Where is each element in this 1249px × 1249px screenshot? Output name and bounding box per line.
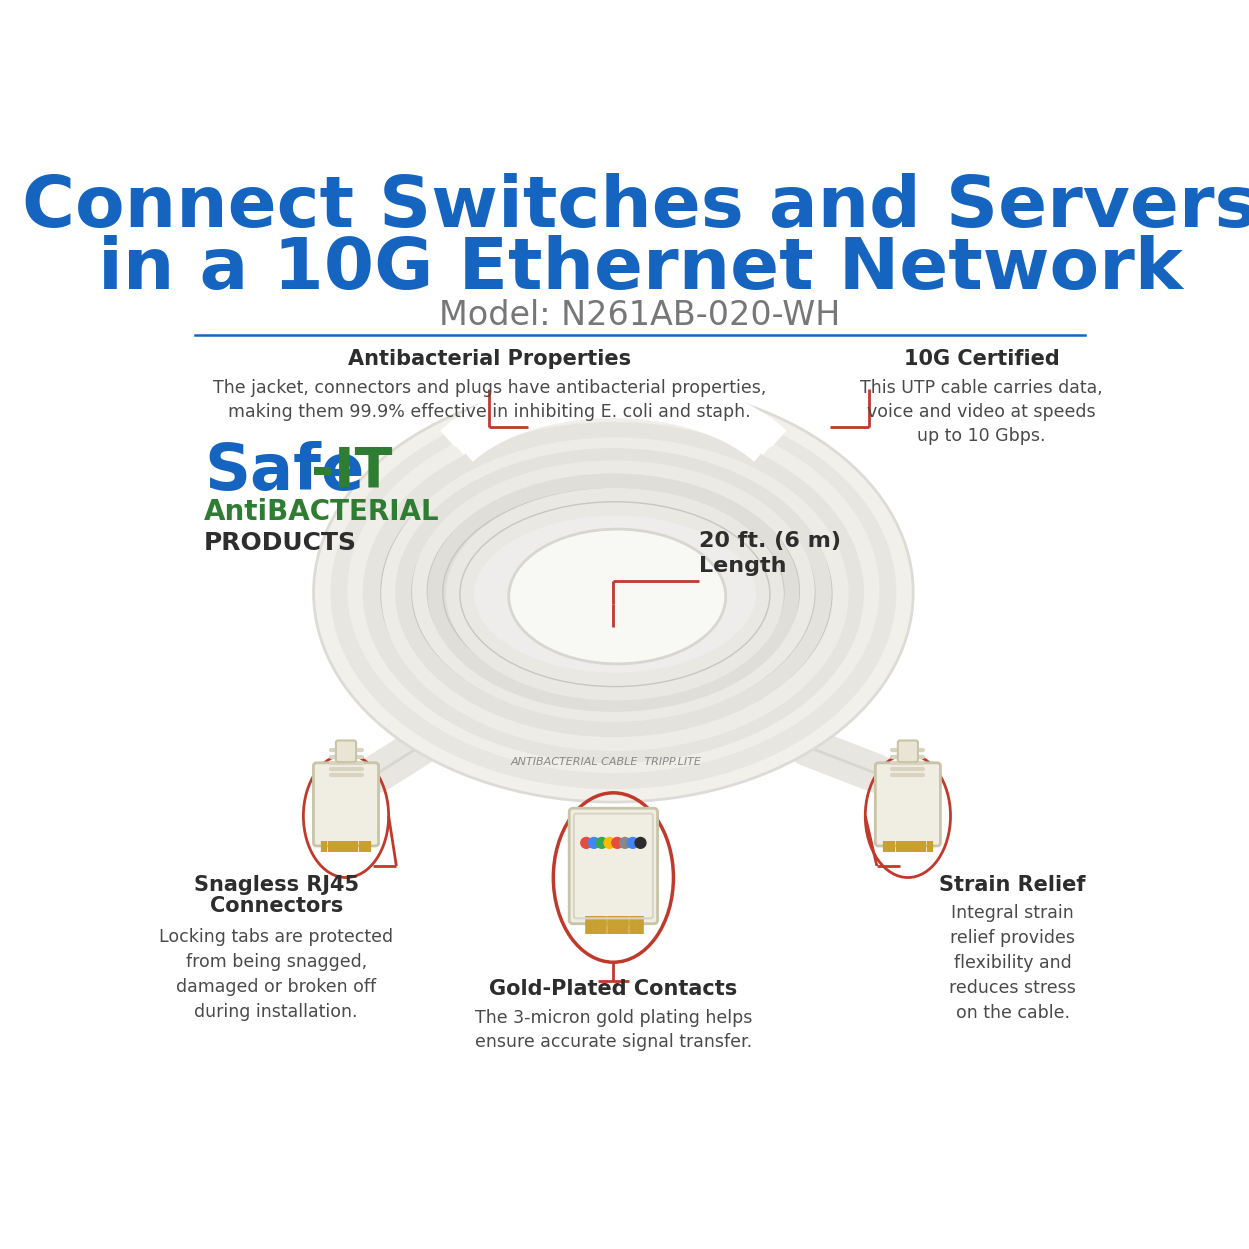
Text: AntiBACTERIAL: AntiBACTERIAL bbox=[204, 498, 440, 526]
Text: This UTP cable carries data,
voice and video at speeds
up to 10 Gbps.: This UTP cable carries data, voice and v… bbox=[861, 380, 1103, 445]
Circle shape bbox=[588, 838, 600, 848]
Circle shape bbox=[612, 838, 623, 848]
Text: The 3-micron gold plating helps
ensure accurate signal transfer.: The 3-micron gold plating helps ensure a… bbox=[475, 1009, 752, 1050]
Circle shape bbox=[596, 838, 607, 848]
Text: The jacket, connectors and plugs have antibacterial properties,
making them 99.9: The jacket, connectors and plugs have an… bbox=[212, 380, 766, 421]
Text: 10G Certified: 10G Certified bbox=[903, 350, 1059, 370]
Text: Connect Switches and Servers: Connect Switches and Servers bbox=[22, 174, 1249, 242]
Ellipse shape bbox=[508, 530, 726, 664]
Text: Connectors: Connectors bbox=[210, 896, 343, 916]
Text: Locking tabs are protected
from being snagged,
damaged or broken off
during inst: Locking tabs are protected from being sn… bbox=[159, 928, 393, 1020]
Ellipse shape bbox=[341, 413, 898, 791]
Text: Model: N261AB-020-WH: Model: N261AB-020-WH bbox=[440, 299, 841, 332]
Text: Safe: Safe bbox=[204, 441, 365, 503]
FancyBboxPatch shape bbox=[570, 808, 657, 924]
Circle shape bbox=[634, 838, 646, 848]
Text: Snagless RJ45: Snagless RJ45 bbox=[194, 876, 358, 896]
Text: ™: ™ bbox=[363, 446, 388, 470]
Text: Gold-Plated Contacts: Gold-Plated Contacts bbox=[490, 979, 737, 999]
FancyBboxPatch shape bbox=[898, 741, 918, 762]
Text: PRODUCTS: PRODUCTS bbox=[204, 531, 357, 555]
Circle shape bbox=[620, 838, 631, 848]
Text: -IT: -IT bbox=[311, 445, 392, 498]
Text: 20 ft. (6 m): 20 ft. (6 m) bbox=[698, 531, 841, 551]
Text: Integral strain
relief provides
flexibility and
reduces stress
on the cable.: Integral strain relief provides flexibil… bbox=[949, 904, 1075, 1023]
Text: Strain Relief: Strain Relief bbox=[939, 876, 1085, 896]
Circle shape bbox=[605, 838, 615, 848]
Text: in a 10G Ethernet Network: in a 10G Ethernet Network bbox=[97, 235, 1183, 304]
FancyBboxPatch shape bbox=[313, 763, 378, 846]
Text: Antibacterial Properties: Antibacterial Properties bbox=[347, 350, 631, 370]
Circle shape bbox=[627, 838, 638, 848]
Text: Length: Length bbox=[698, 556, 786, 576]
FancyBboxPatch shape bbox=[336, 741, 356, 762]
Text: ANTIBACTERIAL CABLE  TRIPP.LITE: ANTIBACTERIAL CABLE TRIPP.LITE bbox=[510, 757, 701, 767]
FancyBboxPatch shape bbox=[876, 763, 940, 846]
Circle shape bbox=[581, 838, 592, 848]
